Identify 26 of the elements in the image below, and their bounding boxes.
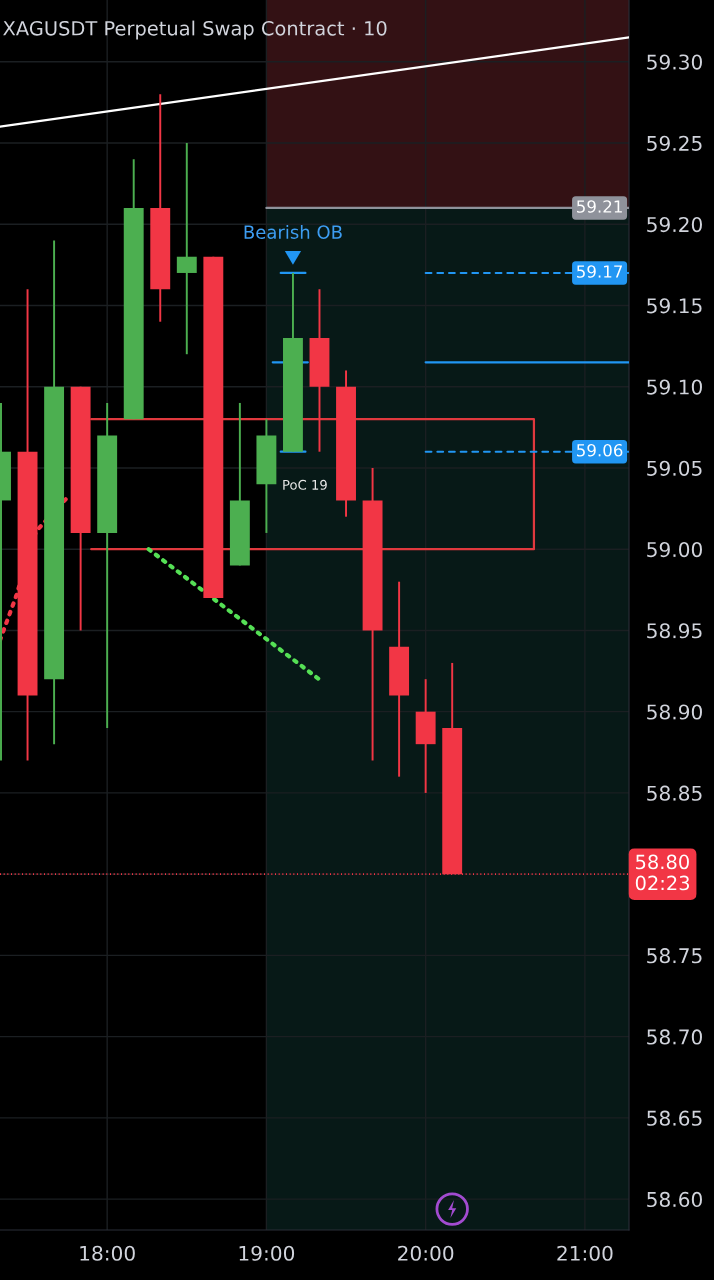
y-tick-label: 59.20 [647, 216, 702, 233]
y-tick-label: 59.30 [647, 54, 702, 70]
series-label: 59.17 [577, 265, 623, 278]
y-tick-label: 59.10 [647, 379, 702, 395]
annotation: Bearish OB [244, 224, 342, 239]
ref-line-label: 58.80 02:23 [635, 854, 690, 891]
y-tick-label: 58.65 [647, 1110, 702, 1126]
y-tick-label: 59.25 [647, 135, 702, 151]
candlestick [176, 142, 197, 356]
x-tick-label: 20:00 [398, 1245, 454, 1261]
x-tick-label: 19:00 [239, 1245, 295, 1261]
text: XAGUSDT Perpetual Swap Contract · 10 [3, 20, 387, 40]
annotation: PoC 19 [283, 479, 327, 490]
y-tick-label: 58.90 [647, 704, 702, 720]
y-tick-label: 59.05 [647, 460, 702, 476]
y-tick-label: 59.15 [647, 298, 702, 314]
y-tick-label: 58.95 [647, 623, 702, 639]
series-label: 59.21 [577, 200, 622, 213]
x-tick-label: 21:00 [557, 1245, 613, 1261]
x-tick-label: 18:00 [80, 1245, 135, 1261]
series-label: 59.06 [577, 443, 623, 457]
y-tick-label: 59.00 [647, 541, 702, 558]
y-tick-label: 58.60 [647, 1191, 702, 1208]
y-tick-label: 58.70 [647, 1029, 702, 1045]
y-tick-label: 58.75 [647, 948, 702, 964]
y-tick-label: 58.85 [647, 785, 702, 801]
